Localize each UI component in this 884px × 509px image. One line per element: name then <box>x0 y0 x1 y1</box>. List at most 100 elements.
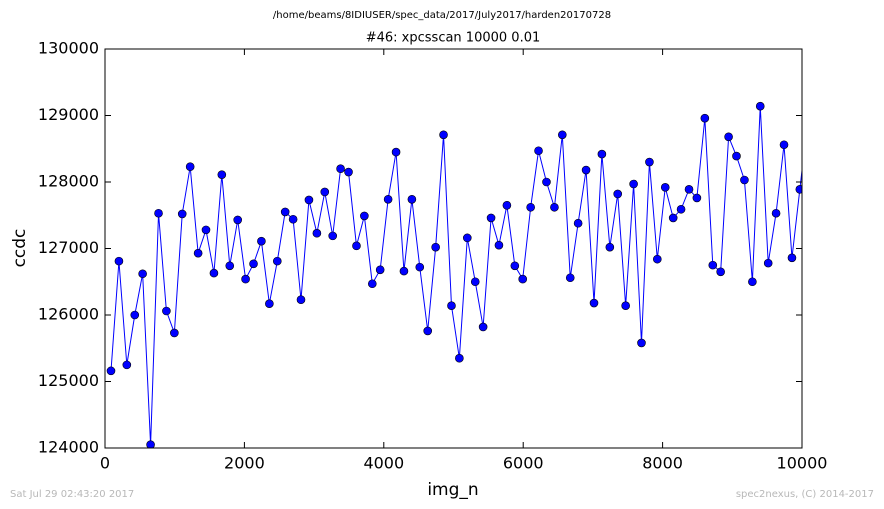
data-point <box>336 164 345 173</box>
data-point <box>463 233 472 243</box>
data-point <box>272 256 282 266</box>
data-point <box>676 204 686 214</box>
data-point <box>534 146 543 156</box>
data-point <box>360 211 369 221</box>
data-point <box>130 310 140 320</box>
data-point <box>510 261 520 271</box>
data-point <box>732 151 741 161</box>
data-point <box>755 101 765 111</box>
data-point <box>748 277 757 287</box>
data-point <box>494 240 504 250</box>
data-point <box>391 147 401 157</box>
x-axis-label: img_n <box>427 480 478 500</box>
data-point <box>518 274 528 284</box>
data-point <box>581 165 591 175</box>
data-point <box>550 202 559 212</box>
data-point <box>565 273 575 283</box>
footer-credit: spec2nexus, (C) 2014-2017 <box>736 489 874 500</box>
data-point <box>621 301 630 310</box>
data-point <box>605 242 615 252</box>
y-tick-label: 125000 <box>38 371 99 390</box>
data-point <box>415 262 425 272</box>
data-point <box>304 195 314 205</box>
plot-area <box>106 101 812 448</box>
x-tick-label: 0 <box>100 454 110 473</box>
y-tick-label: 127000 <box>38 238 99 257</box>
data-point <box>447 301 456 310</box>
data-point <box>367 279 377 289</box>
data-point <box>185 162 195 172</box>
data-point <box>423 326 433 336</box>
data-point <box>724 132 733 142</box>
data-point <box>439 130 448 140</box>
data-point <box>502 200 512 210</box>
data-point <box>399 266 409 276</box>
data-point <box>708 260 718 270</box>
data-point <box>653 254 662 264</box>
data-point <box>193 248 203 258</box>
footer-date: Sat Jul 29 02:43:20 2017 <box>10 489 134 500</box>
data-point <box>257 236 266 246</box>
x-tick-label: 2000 <box>224 454 265 473</box>
x-tick-label: 10000 <box>777 454 828 473</box>
data-point <box>249 259 258 269</box>
data-point <box>526 202 535 212</box>
data-point <box>573 218 583 228</box>
data-point <box>344 167 353 177</box>
data-point <box>660 183 670 192</box>
data-point <box>383 194 393 204</box>
data-point <box>645 157 654 167</box>
data-point <box>114 256 124 266</box>
data-point <box>589 298 599 308</box>
data-point <box>170 328 179 338</box>
data-point <box>146 440 155 448</box>
data-point <box>692 193 702 203</box>
data-point <box>241 274 250 284</box>
chart-title: #46: xpcsscan 10000 0.01 <box>366 31 541 46</box>
data-point <box>700 113 710 123</box>
data-point <box>779 140 789 150</box>
data-point <box>478 322 488 332</box>
x-tick-label: 6000 <box>503 454 544 473</box>
data-point <box>486 213 496 223</box>
data-point <box>233 215 243 225</box>
data-point <box>470 277 480 287</box>
x-tick-label: 8000 <box>642 454 683 473</box>
data-point <box>431 242 440 252</box>
data-point <box>217 170 227 179</box>
data-point <box>106 366 116 376</box>
data-point <box>407 194 417 204</box>
data-point <box>763 258 773 268</box>
data-point <box>637 338 646 348</box>
data-point <box>201 225 211 235</box>
x-tick-label: 4000 <box>363 454 404 473</box>
data-point <box>328 231 338 241</box>
data-point <box>795 185 802 194</box>
data-point <box>265 299 274 308</box>
data-point <box>716 267 725 277</box>
y-tick-label: 130000 <box>38 39 99 58</box>
data-point <box>740 175 749 185</box>
data-point <box>558 130 567 140</box>
y-tick-label: 128000 <box>38 172 99 191</box>
y-tick-label: 129000 <box>38 105 99 124</box>
data-point <box>122 360 132 370</box>
suptitle: /home/beams/8IDIUSER/spec_data/2017/July… <box>273 10 611 21</box>
data-point <box>296 295 306 305</box>
data-point <box>352 241 361 251</box>
data-point <box>684 185 694 194</box>
data-point <box>771 208 781 218</box>
data-point <box>375 265 385 275</box>
data-point <box>597 149 607 159</box>
data-point <box>542 177 551 187</box>
data-point <box>804 116 812 124</box>
data-point <box>162 306 171 316</box>
data-point <box>280 207 290 217</box>
data-point <box>668 213 678 223</box>
data-point <box>613 189 623 199</box>
data-point <box>629 179 638 189</box>
data-point <box>787 253 797 263</box>
y-axis-label: ccdc <box>10 229 30 268</box>
data-point <box>455 353 464 363</box>
